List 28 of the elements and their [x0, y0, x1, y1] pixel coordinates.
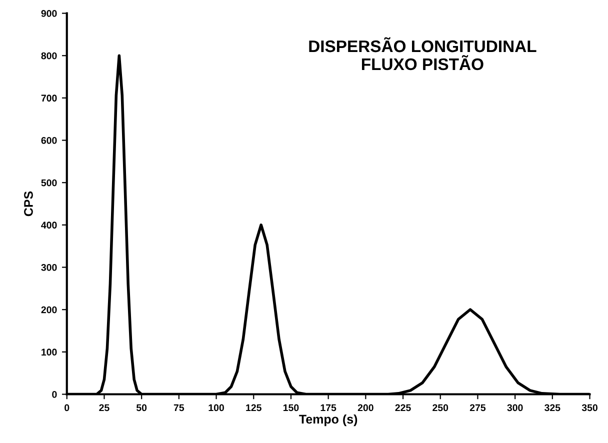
x-tick-label: 325 [544, 404, 560, 412]
y-tick-label: 400 [41, 222, 57, 229]
x-tick-label: 300 [507, 404, 523, 412]
x-axis-title: Tempo (s) [299, 414, 358, 426]
x-tick-label: 275 [470, 404, 486, 412]
x-tick-label: 50 [136, 404, 147, 412]
x-tick-label: 100 [208, 404, 224, 412]
y-tick-label: 600 [41, 137, 57, 144]
x-tick-label: 0 [64, 404, 70, 412]
x-tick-label: 150 [283, 404, 299, 412]
text: DISPERSÃO LONGITUDINAL FLUXO PISTÃO [309, 37, 536, 70]
y-tick-label: 100 [42, 348, 57, 356]
y-tick-label: 900 [41, 10, 57, 17]
x-tick-label: 125 [246, 404, 262, 412]
x-tick-label: 225 [395, 404, 411, 412]
x-tick-label: 200 [358, 404, 374, 412]
x-tick-label: 75 [174, 404, 184, 412]
y-tick-label: 0 [52, 391, 57, 398]
y-tick-label: 700 [41, 94, 57, 102]
x-tick-label: 350 [582, 404, 598, 412]
x-tick-label: 250 [432, 404, 448, 412]
y-tick-label: 500 [41, 179, 57, 186]
y-tick-label: 800 [41, 52, 57, 60]
x-tick-label: 25 [99, 404, 110, 412]
y-tick-label: 200 [41, 306, 57, 314]
y-tick-label: 300 [41, 264, 57, 271]
x-tick-label: 175 [320, 404, 336, 412]
y-axis-title: CPS [24, 191, 33, 216]
